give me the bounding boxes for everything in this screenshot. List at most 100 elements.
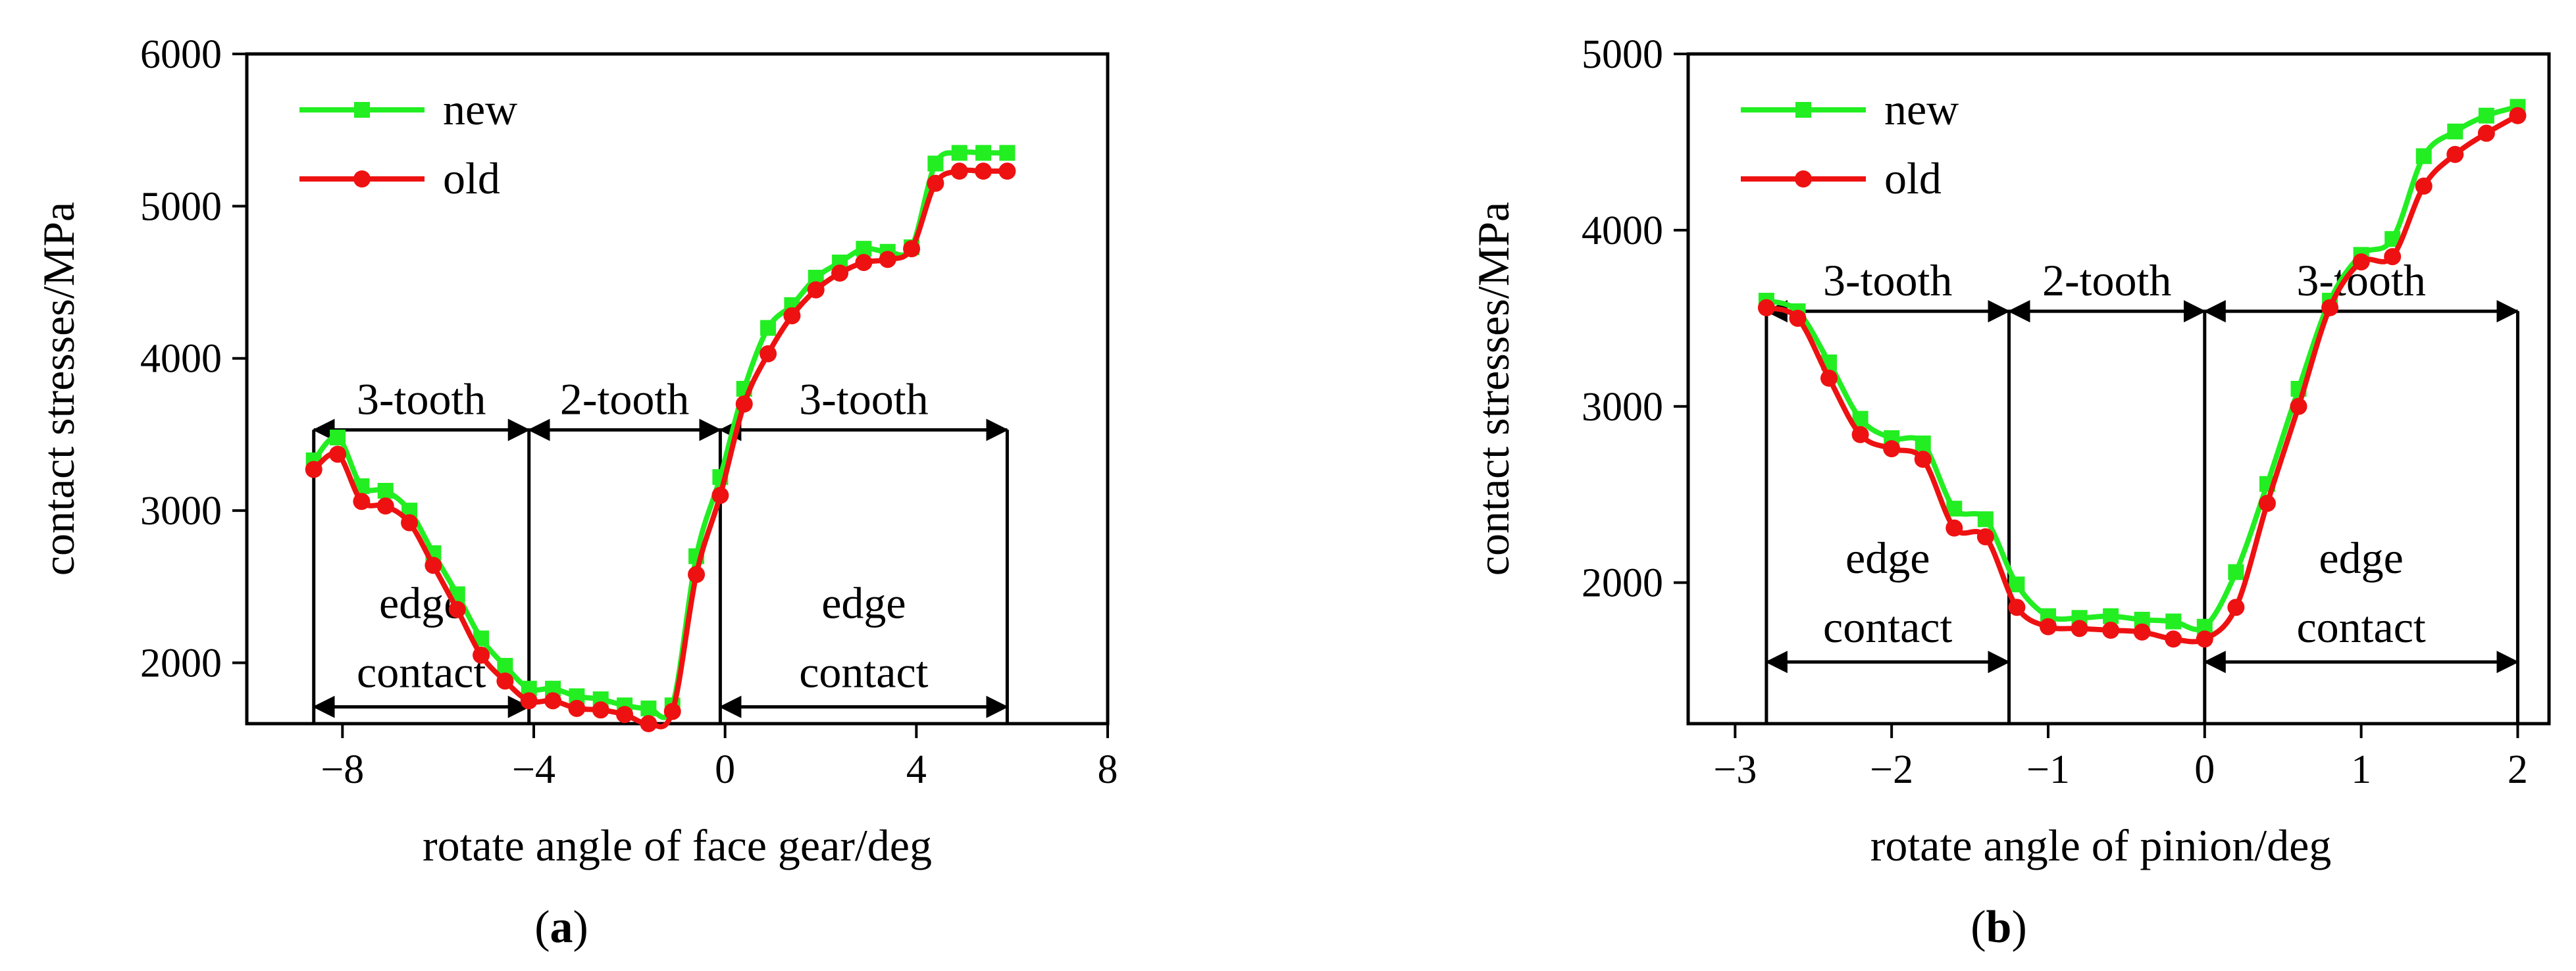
data-point-old <box>544 692 562 710</box>
data-point-old <box>2509 107 2527 124</box>
data-point-old <box>448 601 466 618</box>
series-line-new <box>311 149 1010 720</box>
legend-swatch-marker <box>1795 102 1811 118</box>
data-point-new <box>975 145 992 161</box>
data-point-old <box>855 253 873 271</box>
x-tick-label: 4 <box>906 747 927 792</box>
legend-swatch-marker <box>354 102 370 118</box>
edge-contact-label: edge <box>1845 533 1930 583</box>
data-point-old <box>592 701 609 719</box>
data-point-old <box>2008 599 2026 616</box>
data-point-old <box>975 162 992 180</box>
panel-label: (b) <box>1971 902 2027 953</box>
axis-ticks: −3 −2 −1 0 1 2 2000 3000 4000 5000 <box>1582 32 2528 792</box>
data-point-old <box>2446 145 2464 163</box>
data-series <box>1757 99 2527 648</box>
data-point-old <box>568 699 586 717</box>
legend-swatch-marker <box>353 170 371 187</box>
zone-label: 3-tooth <box>357 374 486 424</box>
data-point-new <box>2103 608 2119 624</box>
edge-contact-label: contact <box>799 647 928 697</box>
edge-contact-label: contact <box>357 647 486 697</box>
y-tick-label: 6000 <box>140 32 222 77</box>
data-point-old <box>2133 623 2151 641</box>
data-point-old <box>376 497 394 515</box>
plot-frame <box>245 52 1110 726</box>
data-point-old <box>783 307 801 324</box>
data-point-new <box>2009 576 2025 593</box>
x-tick-label: −3 <box>1713 747 1757 792</box>
x-tick-label: 0 <box>2194 747 2215 792</box>
y-tick-label: 4000 <box>1582 209 1663 253</box>
data-point-old <box>1851 426 1869 443</box>
data-point-old <box>329 445 347 463</box>
y-tick-label: 3000 <box>1582 385 1663 430</box>
data-point-old <box>2196 630 2213 648</box>
legend-label: new <box>443 84 517 134</box>
panel-letter: b <box>1986 902 2012 953</box>
zone-label: 2-tooth <box>2042 255 2171 305</box>
data-point-old <box>305 461 322 478</box>
data-point-new <box>497 658 513 674</box>
data-point-old <box>950 162 968 180</box>
data-point-old <box>1945 519 1963 537</box>
data-point-old <box>1757 299 1775 316</box>
data-point-old <box>1976 528 1994 546</box>
y-axis-label: contact stresses/MPa <box>34 202 84 576</box>
data-point-old <box>711 486 729 504</box>
edge-contact-label: edge <box>2319 533 2403 583</box>
edge-contact-label: contact <box>1823 602 1952 652</box>
chart-panel-b: −3 −2 −1 0 1 2 2000 3000 4000 5000 3-tooth 2-tooth… <box>1468 32 2551 953</box>
panel-label: (a) <box>534 902 588 953</box>
data-point-old <box>2384 248 2402 266</box>
x-tick-label: 8 <box>1098 747 1118 792</box>
data-point-old <box>879 251 896 268</box>
x-axis-label: rotate angle of pinion/deg <box>1870 820 2332 870</box>
data-point-old <box>353 493 371 510</box>
legend-label: new <box>1884 84 1959 134</box>
x-tick-label: 1 <box>2351 747 2371 792</box>
data-point-old <box>2258 495 2276 512</box>
edge-contact-label: edge <box>821 578 906 628</box>
zone-label: 3-tooth <box>1823 255 1952 305</box>
data-point-old <box>401 514 419 532</box>
data-point-old <box>640 715 657 732</box>
y-tick-label: 5000 <box>1582 32 1663 77</box>
data-point-old <box>496 672 514 690</box>
data-point-new <box>330 430 346 446</box>
data-point-new <box>2447 123 2463 139</box>
data-point-old <box>903 240 921 258</box>
data-point-old <box>663 703 681 720</box>
edge-contact-label: edge <box>379 578 463 628</box>
data-point-new <box>927 155 944 172</box>
y-axis-label: contact stresses/MPa <box>1468 202 1518 576</box>
legend-label: old <box>443 153 500 203</box>
zone-annotations: 3-tooth 2-tooth 3-toothedgecontactedgecont… <box>1765 255 2519 724</box>
legend: new old <box>299 84 517 203</box>
data-point-old <box>2321 299 2339 316</box>
data-point-new <box>640 700 657 716</box>
data-point-old <box>760 345 777 362</box>
data-point-new <box>2478 107 2494 124</box>
data-point-new <box>999 145 1016 161</box>
chart-panel-a: −8 −4 0 4 8 2000 3000 4000 5000 6000 3-tooth 2-too… <box>34 32 1118 953</box>
x-axis-label: rotate angle of face gear/deg <box>423 820 932 870</box>
legend-label: old <box>1884 153 1942 203</box>
data-point-old <box>688 566 706 584</box>
data-point-old <box>1789 309 1807 327</box>
y-tick-label: 5000 <box>140 184 222 229</box>
data-point-old <box>2071 620 2088 637</box>
x-tick-label: 0 <box>715 747 735 792</box>
data-point-old <box>998 162 1016 180</box>
data-point-old <box>1914 451 1932 468</box>
data-point-old <box>2477 124 2495 142</box>
data-point-new <box>760 320 777 336</box>
data-point-old <box>2415 177 2433 195</box>
y-tick-label: 2000 <box>1582 561 1663 606</box>
data-point-new <box>951 145 967 161</box>
x-tick-label: −4 <box>512 747 555 792</box>
data-point-new <box>1915 436 1931 452</box>
legend-swatch-marker <box>1795 170 1812 187</box>
legend: new old <box>1741 84 1959 203</box>
